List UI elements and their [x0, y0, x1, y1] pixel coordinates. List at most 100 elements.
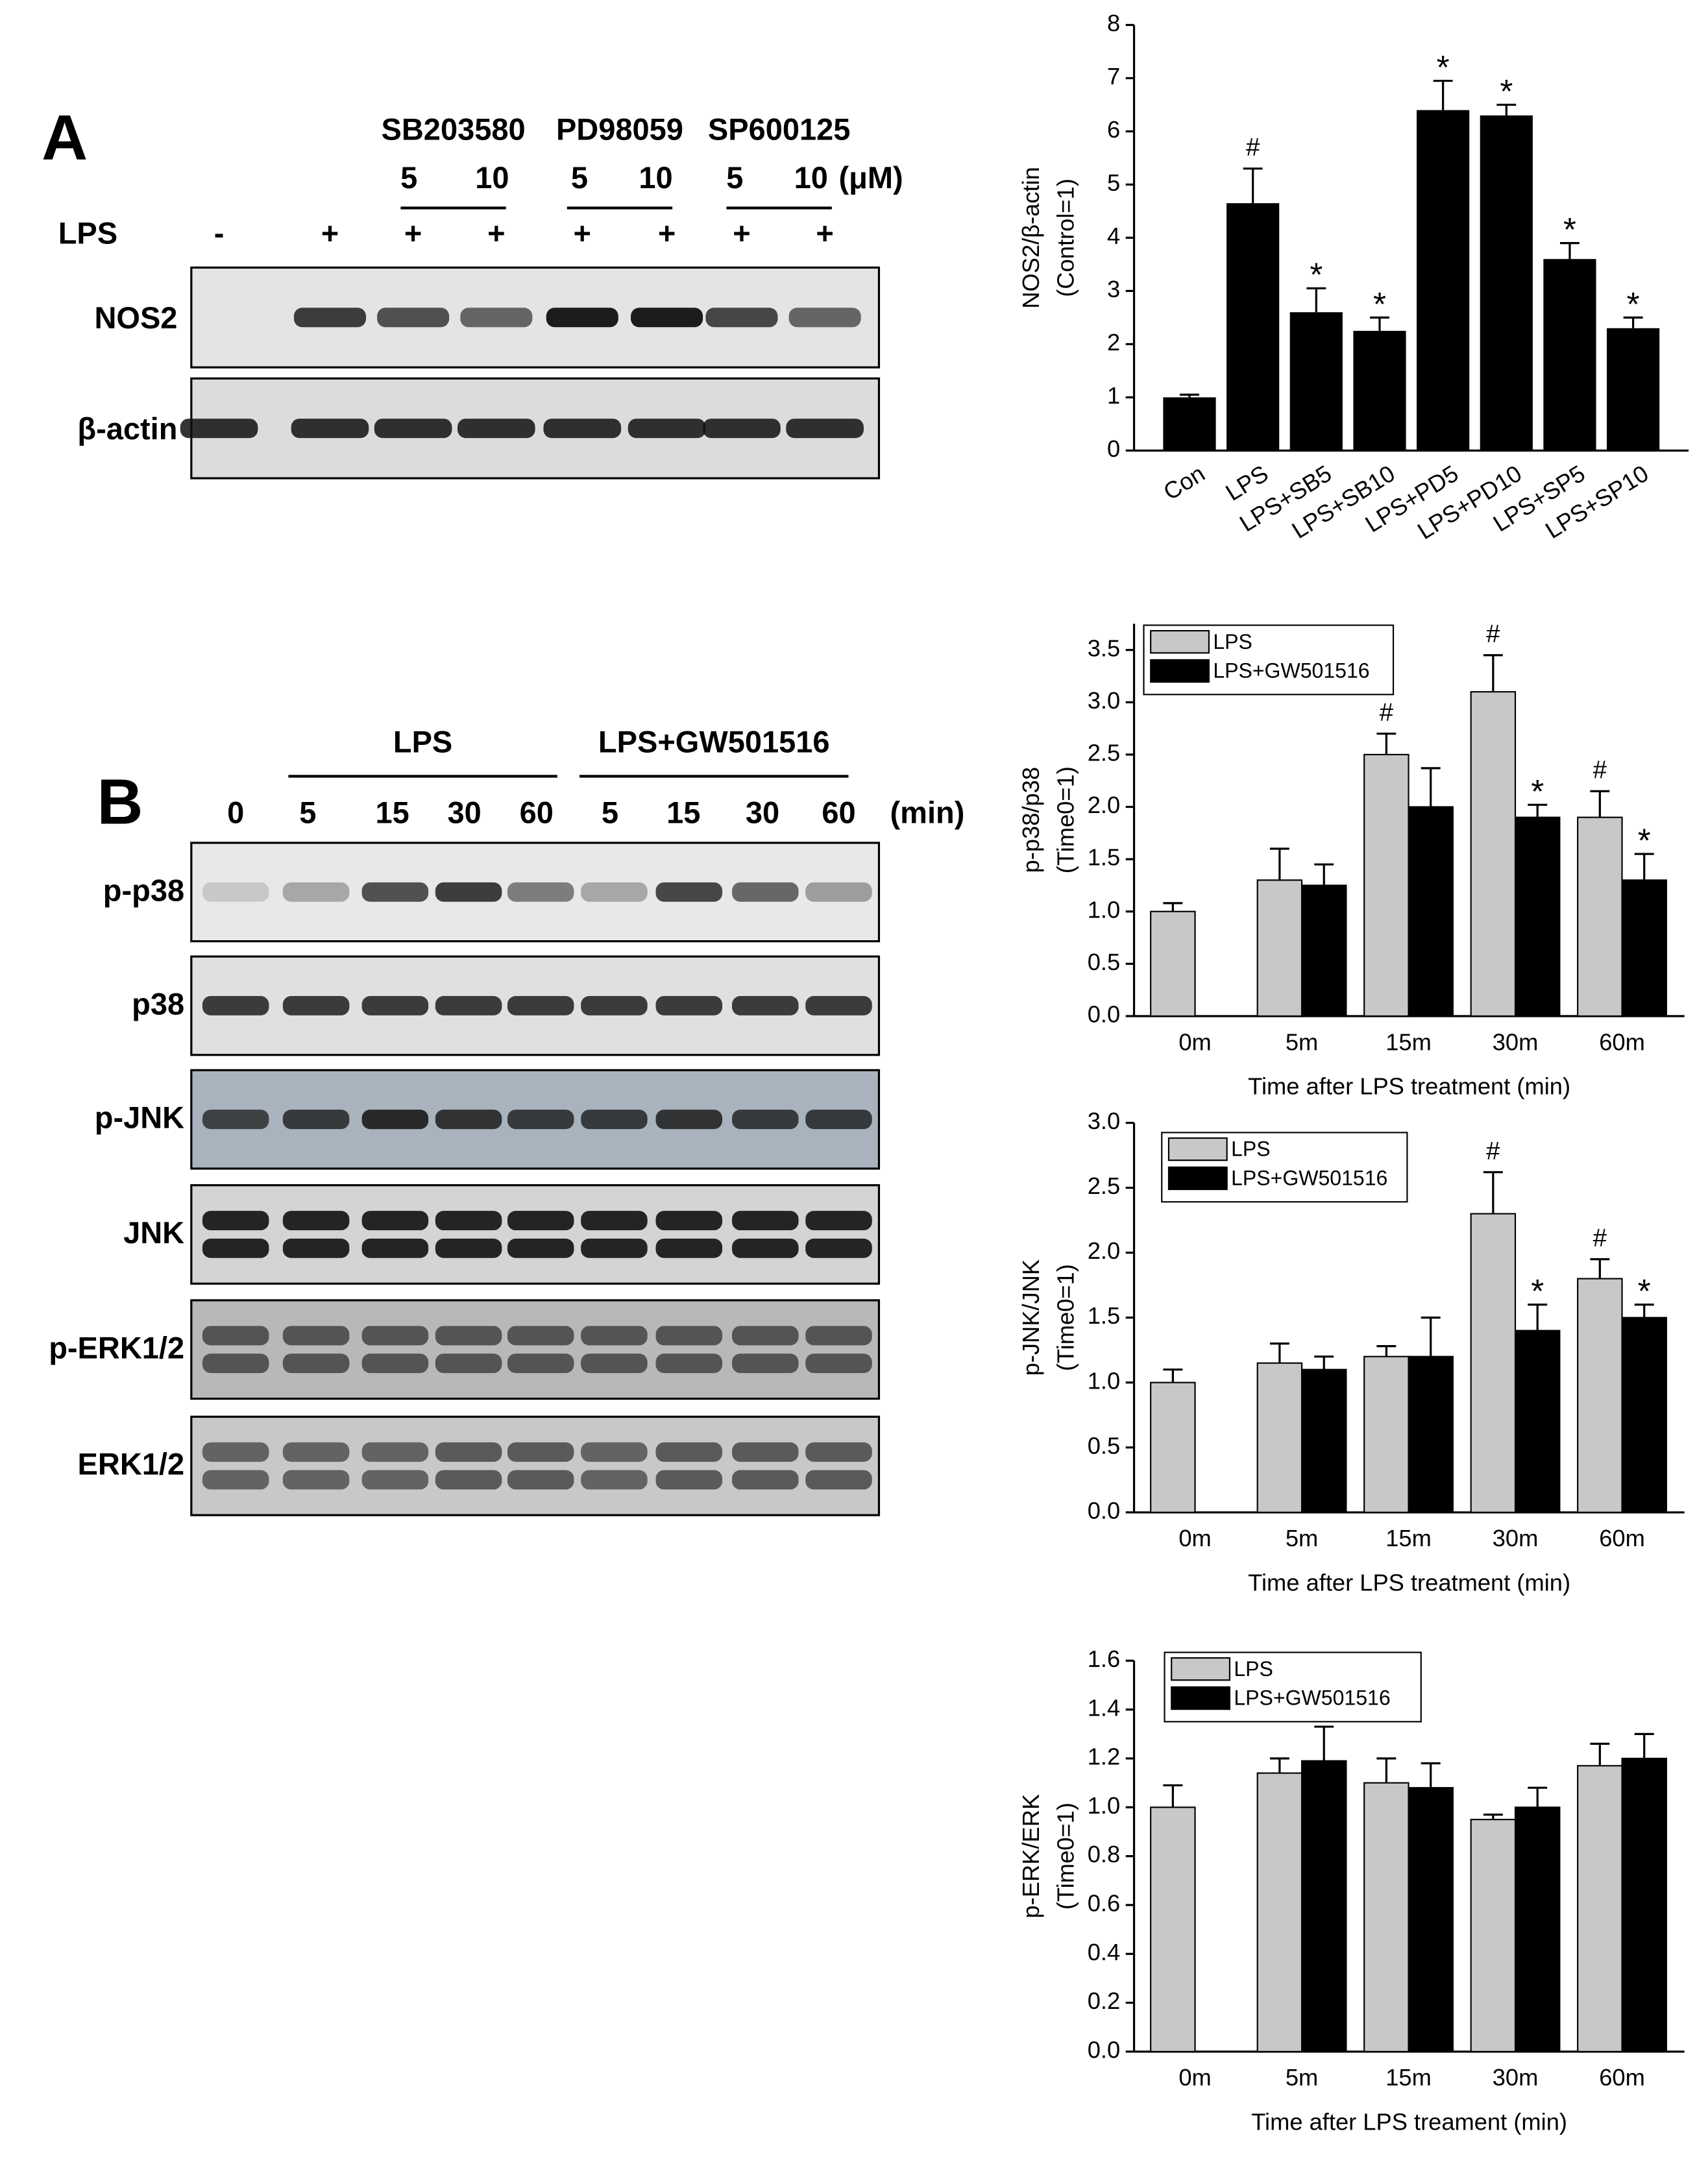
blot-band — [732, 996, 799, 1015]
unit-label: (μM) — [839, 160, 903, 195]
blot-band — [282, 996, 350, 1015]
blot-image — [190, 1184, 881, 1285]
blot-band — [507, 1470, 574, 1490]
x-tick-label: 60m — [1599, 1028, 1645, 1055]
blot-band — [507, 996, 574, 1015]
blot-band — [581, 1470, 648, 1490]
blot-band — [805, 882, 872, 902]
blot-band — [631, 308, 703, 328]
blot-band — [805, 996, 872, 1015]
bar — [1514, 1806, 1561, 2052]
x-axis-label: Time after LPS treatment (min) — [1248, 1569, 1570, 1596]
x-tick-label: 5m — [1286, 2064, 1318, 2091]
annotation: # — [1486, 1137, 1500, 1165]
bar — [1577, 1278, 1623, 1513]
y-tick-label: 1.0 — [1088, 1792, 1120, 1819]
bar — [1408, 806, 1454, 1017]
blot-band — [202, 1238, 269, 1258]
bar — [1150, 1806, 1196, 2052]
blot-label: NOS2 — [94, 300, 177, 335]
bar — [1543, 259, 1596, 451]
blot-band — [655, 1470, 723, 1490]
x-tick-label: 30m — [1493, 2064, 1539, 2091]
blot-image — [190, 1415, 881, 1516]
blot-band — [546, 308, 618, 328]
legend-swatch — [1167, 1137, 1228, 1161]
annotation: * — [1500, 73, 1513, 110]
blot-band — [458, 419, 535, 439]
x-tick-label: 5m — [1286, 1028, 1318, 1055]
time-label: 5 — [602, 796, 618, 830]
y-tick-label: 2.5 — [1088, 1173, 1120, 1199]
legend-swatch — [1171, 1657, 1231, 1681]
blot-band — [732, 1470, 799, 1490]
bar — [1256, 1362, 1303, 1513]
blot-band — [786, 419, 864, 439]
x-tick-label: 0m — [1178, 1525, 1211, 1551]
x-tick-label: 30m — [1493, 1525, 1539, 1551]
y-tick-label: 3.0 — [1088, 1108, 1120, 1134]
dose-label: 5 — [571, 160, 588, 195]
blot-band — [435, 1110, 502, 1130]
unit-label: (min) — [890, 796, 965, 830]
blot-band — [507, 1211, 574, 1231]
bar — [1470, 1213, 1517, 1513]
annotation: * — [1531, 773, 1544, 810]
blot-band — [507, 882, 574, 902]
blot-band — [361, 1442, 429, 1462]
dose-label: 5 — [726, 160, 743, 195]
y-tick-label: 2.5 — [1088, 740, 1120, 766]
blot-band — [581, 1110, 648, 1130]
y-tick-label: 0.0 — [1088, 1001, 1120, 1028]
row-label: LPS — [58, 216, 117, 250]
y-tick-label: 1.0 — [1088, 1367, 1120, 1394]
bar — [1470, 1819, 1517, 2052]
blot-band — [655, 1442, 723, 1462]
bar — [1150, 1381, 1196, 1513]
blot-band — [507, 1238, 574, 1258]
bar — [1163, 397, 1216, 451]
x-tick-label: 15m — [1385, 1028, 1432, 1055]
sign-label: + — [404, 216, 422, 250]
legend-swatch — [1167, 1166, 1228, 1191]
y-tick-label: 2 — [1107, 329, 1120, 356]
panel-label: B — [97, 766, 143, 837]
blot-band — [291, 419, 369, 439]
y-tick-label: 0.2 — [1088, 1987, 1120, 2014]
panel-label: A — [42, 102, 88, 173]
blot-band — [361, 1326, 429, 1346]
y-tick-label: 0.0 — [1088, 1497, 1120, 1524]
blot-band — [788, 308, 861, 328]
blot-band — [435, 882, 502, 902]
group-label: LPS — [393, 725, 452, 759]
y-tick-label: 1.4 — [1088, 1694, 1120, 1721]
blot-band — [507, 1354, 574, 1374]
blot-band — [435, 1238, 502, 1258]
blot-band — [282, 1354, 350, 1374]
y-tick-label: 0.6 — [1088, 1890, 1120, 1917]
blot-band — [361, 996, 429, 1015]
y-tick-label: 1.5 — [1088, 844, 1120, 871]
bar — [1408, 1355, 1454, 1513]
blot-band — [732, 1326, 799, 1346]
bar — [1256, 879, 1303, 1017]
blot-band — [435, 1354, 502, 1374]
blot-band — [507, 1326, 574, 1346]
legend-label: LPS+GW501516 — [1231, 1167, 1387, 1190]
treatment-label: PD98059 — [556, 112, 683, 146]
blot-band — [581, 1211, 648, 1231]
blot-band — [655, 996, 723, 1015]
blot-band — [581, 1354, 648, 1374]
blot-band — [805, 1470, 872, 1490]
annotation: * — [1563, 211, 1576, 248]
y-tick-label: 3.0 — [1088, 687, 1120, 714]
y-tick-label: 1.2 — [1088, 1744, 1120, 1770]
dose-label: 10 — [639, 160, 672, 195]
y-axis-label: p-JNK/JNK — [1018, 1259, 1044, 1376]
blot-band — [805, 1354, 872, 1374]
bar — [1621, 1317, 1667, 1513]
bar — [1621, 879, 1667, 1017]
blot-band — [581, 1238, 648, 1258]
blot-band — [202, 1326, 269, 1346]
